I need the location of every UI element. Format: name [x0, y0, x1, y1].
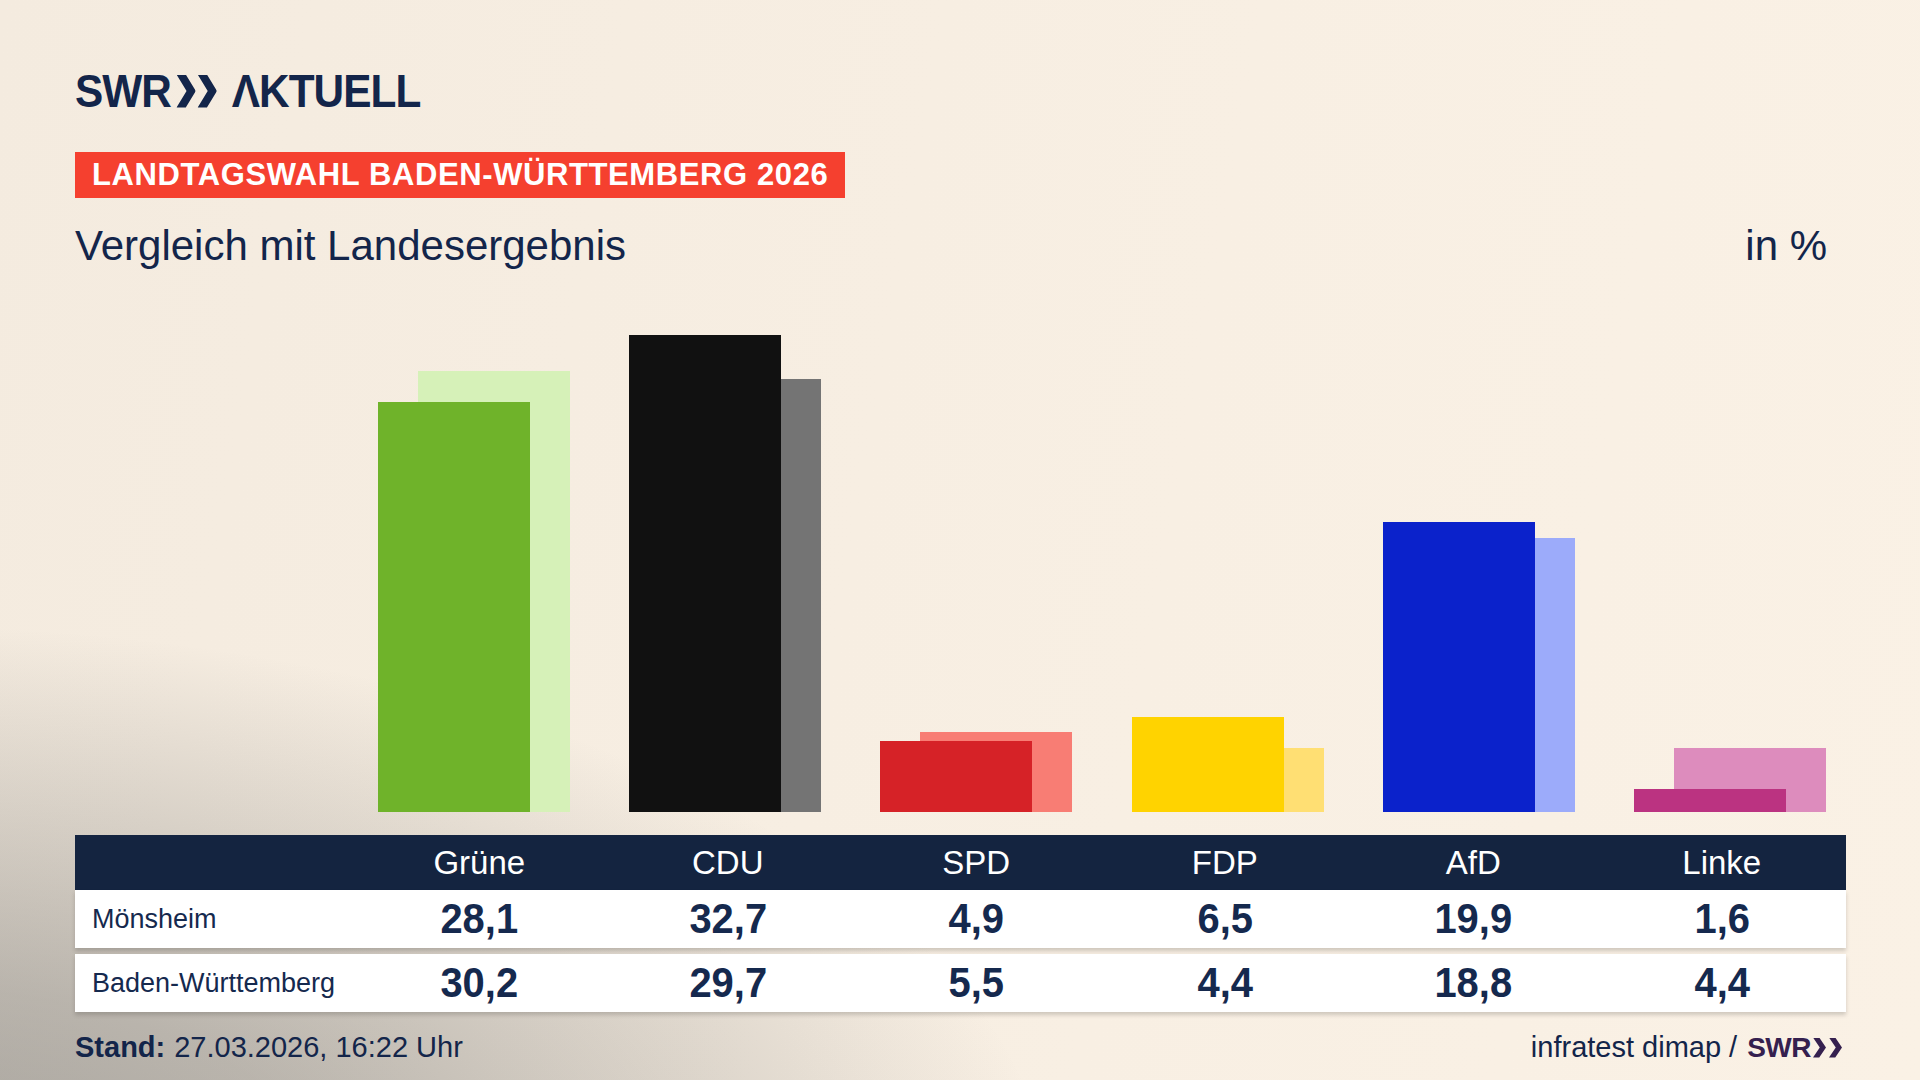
value-cell: 4,4 [1604, 954, 1840, 1012]
table-header-afd: AfD [1349, 835, 1598, 890]
value-cell: 30,2 [361, 954, 597, 1012]
stand-label: Stand: [75, 1031, 165, 1063]
table-header-grüne: Grüne [355, 835, 604, 890]
source-swr-text: SWR [1747, 1032, 1811, 1064]
table-body: Mönsheim28,132,74,96,519,91,6 Baden-Württ… [75, 890, 1846, 1012]
source-attribution: infratest dimap / SWR [1531, 1031, 1843, 1064]
value-cell: 28,1 [361, 890, 597, 948]
value-cell: 4,9 [858, 890, 1094, 948]
value-cell: 6,5 [1107, 890, 1343, 948]
value-cell: 18,8 [1355, 954, 1591, 1012]
table-header-fdp: FDP [1101, 835, 1350, 890]
table-header-cdu: CDU [604, 835, 853, 890]
bar-mönsheim-4 [1383, 522, 1535, 812]
value-cell: 5,5 [858, 954, 1094, 1012]
page: SWR ΛKTUELL LANDTAGSWAHL BADEN-WÜRTTEMBE… [0, 0, 1920, 1080]
table-header-spd: SPD [852, 835, 1101, 890]
bar-mönsheim-3 [1132, 717, 1284, 812]
table-row-baden-württemberg: Baden-Württemberg30,229,75,54,418,84,4 [75, 954, 1846, 1012]
value-cell: 19,9 [1355, 890, 1591, 948]
value-cell: 29,7 [610, 954, 846, 1012]
stand-value: 27.03.2026, 16:22 Uhr [174, 1031, 463, 1063]
table-header-linke: Linke [1598, 835, 1847, 890]
table-header-empty-cell [75, 835, 355, 890]
row-label: Baden-Württemberg [75, 954, 355, 1012]
table-header-row: GrüneCDUSPDFDPAfDLinke [75, 835, 1846, 890]
source-text: infratest dimap / [1531, 1031, 1737, 1064]
bar-mönsheim-1 [629, 335, 781, 812]
bar-mönsheim-5 [1634, 789, 1786, 812]
timestamp: Stand: 27.03.2026, 16:22 Uhr [75, 1031, 463, 1064]
bar-mönsheim-0 [378, 402, 530, 812]
value-cell: 32,7 [610, 890, 846, 948]
row-label: Mönsheim [75, 890, 355, 948]
value-cell: 1,6 [1604, 890, 1840, 948]
results-table: GrüneCDUSPDFDPAfDLinke Mönsheim28,132,74… [75, 835, 1846, 1012]
source-swr-logo: SWR [1747, 1032, 1843, 1064]
bar-mönsheim-2 [880, 741, 1032, 812]
table-row-mönsheim: Mönsheim28,132,74,96,519,91,6 [75, 890, 1846, 948]
value-cell: 4,4 [1107, 954, 1343, 1012]
